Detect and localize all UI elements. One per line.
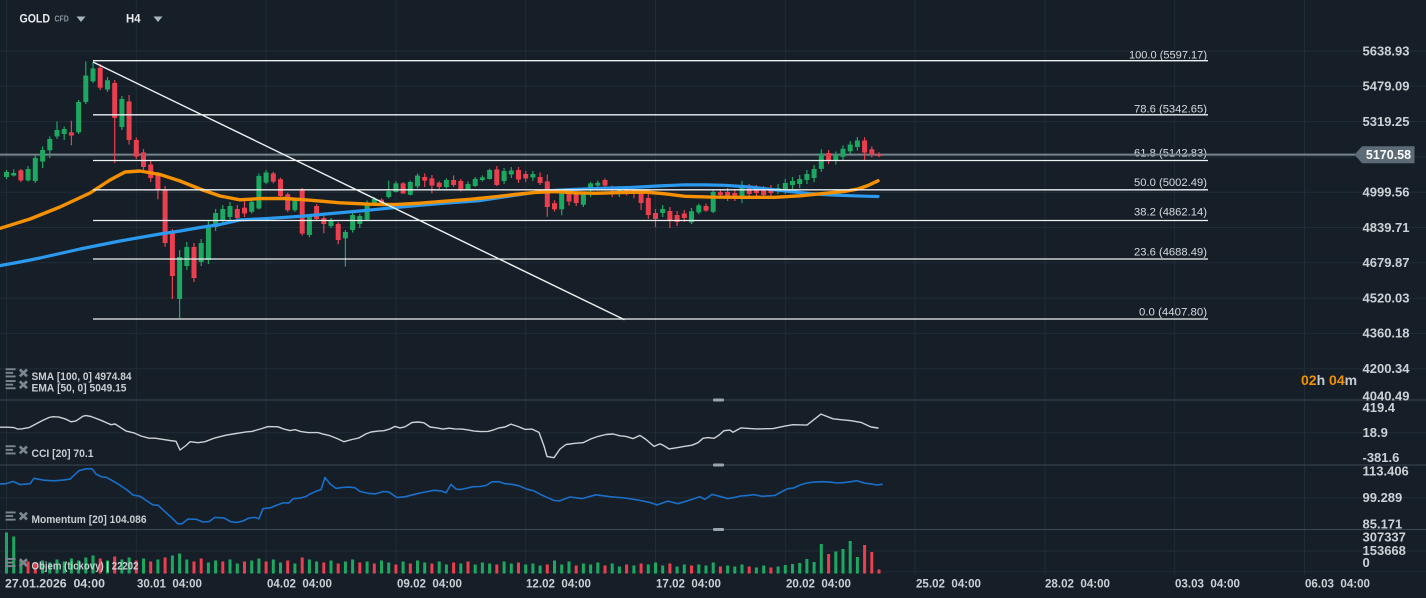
svg-text:28.02 04:00: 28.02 04:00	[1045, 577, 1110, 591]
svg-text:04.02 04:00: 04.02 04:00	[267, 577, 332, 591]
svg-text:4040.49: 4040.49	[1363, 388, 1410, 403]
svg-text:0.0 (4407.80): 0.0 (4407.80)	[1139, 307, 1207, 319]
svg-text:GOLD: GOLD	[20, 12, 51, 26]
svg-text:H4: H4	[126, 12, 141, 26]
svg-text:113.406: 113.406	[1363, 463, 1409, 478]
svg-text:17.02 04:00: 17.02 04:00	[656, 577, 721, 591]
svg-text:02h 04m: 02h 04m	[1301, 372, 1357, 388]
svg-text:09.02 04:00: 09.02 04:00	[397, 577, 462, 591]
svg-text:100.0 (5597.17): 100.0 (5597.17)	[1129, 50, 1207, 62]
svg-text:23.6 (4688.49): 23.6 (4688.49)	[1134, 247, 1207, 259]
svg-text:153668: 153668	[1363, 543, 1406, 558]
svg-text:Objem (tickovy) | 22202: Objem (tickovy) | 22202	[32, 561, 139, 573]
svg-text:18.9: 18.9	[1363, 425, 1388, 440]
svg-text:5479.09: 5479.09	[1363, 79, 1410, 94]
svg-text:20.02 04:00: 20.02 04:00	[786, 577, 851, 591]
svg-text:50.0 (5002.49): 50.0 (5002.49)	[1134, 177, 1207, 189]
svg-text:30.01 04:00: 30.01 04:00	[137, 577, 202, 591]
svg-text:5638.93: 5638.93	[1363, 43, 1410, 58]
svg-text:03.03 04:00: 03.03 04:00	[1175, 577, 1240, 591]
svg-text:307337: 307337	[1363, 530, 1406, 545]
svg-text:CCI [20] 70.1: CCI [20] 70.1	[32, 448, 94, 460]
svg-text:EMA [50, 0] 5049.15: EMA [50, 0] 5049.15	[32, 383, 127, 395]
svg-text:Momentum [20] 104.086: Momentum [20] 104.086	[32, 514, 147, 526]
svg-text:4520.03: 4520.03	[1363, 290, 1410, 305]
svg-text:06.03 04:00: 06.03 04:00	[1305, 577, 1370, 591]
svg-text:4999.56: 4999.56	[1363, 185, 1410, 200]
svg-text:5319.25: 5319.25	[1363, 114, 1410, 129]
svg-text:61.8 (5142.83): 61.8 (5142.83)	[1134, 148, 1207, 160]
svg-text:38.2 (4862.14): 38.2 (4862.14)	[1134, 207, 1207, 219]
svg-text:12.02 04:00: 12.02 04:00	[526, 577, 591, 591]
svg-text:25.02 04:00: 25.02 04:00	[916, 577, 981, 591]
svg-text:SMA [100, 0] 4974.84: SMA [100, 0] 4974.84	[32, 371, 133, 383]
svg-text:85.171: 85.171	[1363, 517, 1403, 532]
svg-text:-381.6: -381.6	[1363, 450, 1400, 465]
svg-text:27.01.2026 04:00: 27.01.2026 04:00	[5, 577, 105, 591]
svg-text:4360.18: 4360.18	[1363, 326, 1410, 341]
svg-text:419.4: 419.4	[1363, 400, 1396, 415]
svg-text:4200.34: 4200.34	[1363, 361, 1411, 376]
svg-text:78.6 (5342.65): 78.6 (5342.65)	[1134, 104, 1207, 116]
svg-text:CFD: CFD	[55, 14, 69, 24]
svg-text:5170.58: 5170.58	[1366, 148, 1411, 162]
svg-text:99.289: 99.289	[1363, 490, 1403, 505]
svg-text:4839.71: 4839.71	[1363, 220, 1410, 235]
svg-text:0: 0	[1363, 555, 1370, 570]
svg-text:4679.87: 4679.87	[1363, 255, 1410, 270]
